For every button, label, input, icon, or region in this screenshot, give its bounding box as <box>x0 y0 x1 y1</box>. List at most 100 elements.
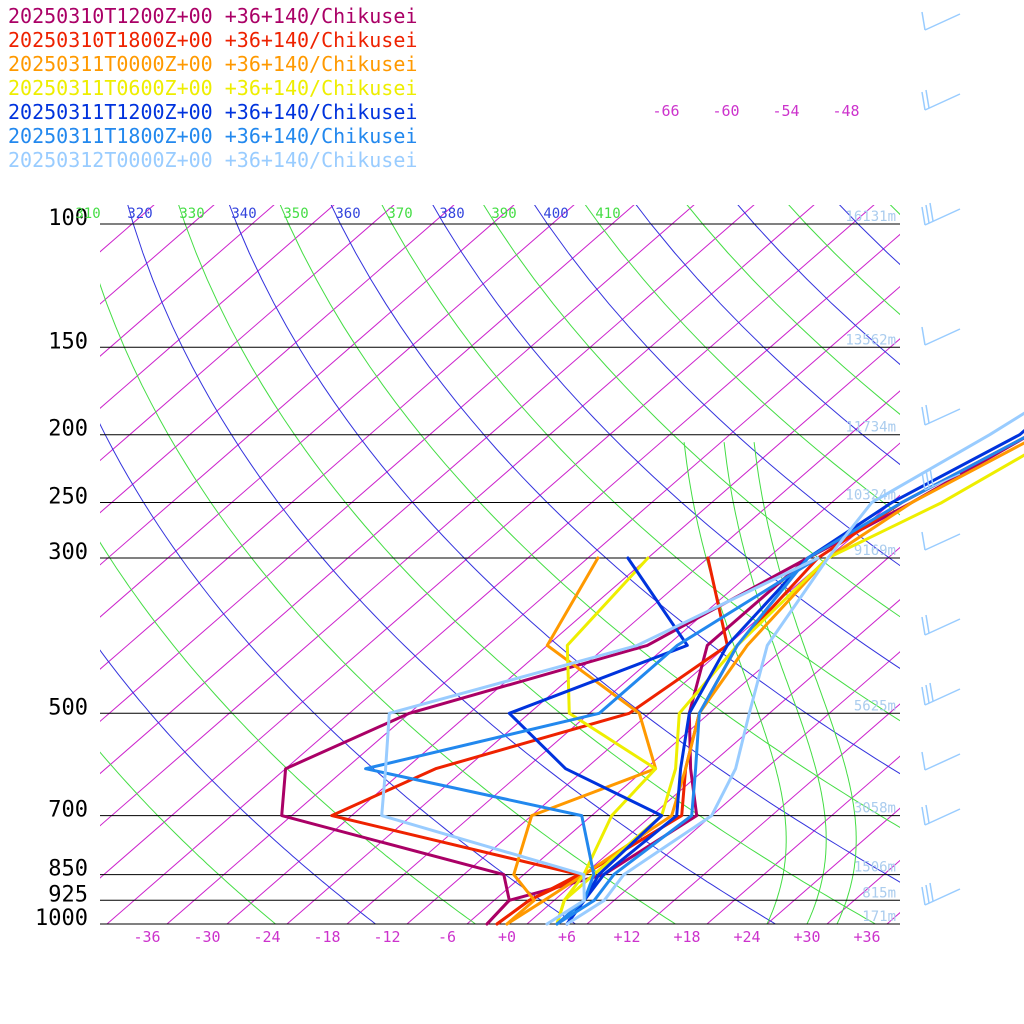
legend: 20250310T1200Z+00 +36+140/Chikusei 202503… <box>8 4 417 172</box>
theta-label: 340 <box>231 206 256 222</box>
wind-barb-staff <box>924 13 961 31</box>
wind-barb-flag <box>925 204 930 224</box>
theta-label: 380 <box>439 206 464 222</box>
temperature-tick-label: +30 <box>793 928 820 946</box>
wind-barb-staff <box>924 208 961 226</box>
wind-barb-icon <box>921 682 961 706</box>
temperature-tick-label: +36 <box>853 928 880 946</box>
wind-barb-flag <box>921 616 926 636</box>
wind-barb-flag <box>925 404 930 424</box>
wind-barb-staff <box>924 408 961 426</box>
theta-label: 330 <box>179 206 204 222</box>
pressure-label: 500 <box>48 695 88 720</box>
pressure-label: 925 <box>48 882 88 907</box>
dry-adiabat-line <box>100 649 377 924</box>
wind-barb-icon <box>921 467 961 491</box>
height-label: 171m <box>862 909 896 925</box>
temperature-tick-label: -12 <box>373 928 400 946</box>
upper-temperature-label: -66 <box>652 102 679 120</box>
dewpoint-profile-line <box>380 556 820 926</box>
temperature-tick-label: -18 <box>313 928 340 946</box>
temperature-tick-label: -36 <box>133 928 160 946</box>
wind-barb-flag <box>921 686 926 706</box>
dewpoint-profile-line <box>555 556 658 926</box>
wind-barb-staff <box>924 753 961 771</box>
dry-adiabat-lines <box>100 192 1024 939</box>
dry-adiabat-line <box>483 205 900 618</box>
wind-barb-flag <box>925 684 930 704</box>
wind-barb-flag <box>929 882 934 902</box>
legend-entry: 20250311T1800Z+00 +36+140/Chikusei <box>8 124 418 148</box>
temperature-tick-label: -6 <box>438 928 456 946</box>
temperature-tick-label: -24 <box>253 928 280 946</box>
height-label: 1506m <box>854 860 896 876</box>
height-label: 11734m <box>845 420 896 436</box>
wind-barb-icon <box>921 751 961 771</box>
temperature-tick-label: -30 <box>193 928 220 946</box>
wind-barb-flag <box>921 531 926 551</box>
pressure-label: 300 <box>48 540 88 565</box>
wind-barb-flag <box>925 614 930 634</box>
wind-barb-icon <box>921 89 961 111</box>
dry-adiabat-line <box>432 205 900 669</box>
wind-barb-flag <box>921 11 926 31</box>
dry-adiabat-line <box>928 192 1024 939</box>
wind-barb-flag <box>925 469 930 489</box>
height-label: 9169m <box>854 543 896 559</box>
dry-adiabat-line <box>686 205 900 415</box>
pressure-lines <box>100 223 900 925</box>
isotherm-line <box>706 755 900 924</box>
wind-barb-flag <box>921 91 926 111</box>
wind-barb-icon <box>921 614 961 636</box>
wind-barb-flag <box>921 326 926 346</box>
pressure-label: 1000 <box>35 906 88 931</box>
theta-label: 400 <box>543 206 568 222</box>
temperature-tick-label: +18 <box>673 928 700 946</box>
wind-barb-staff <box>924 888 961 906</box>
dewpoint-profile-line <box>364 556 820 926</box>
pressure-label: 200 <box>48 417 88 442</box>
upper-temperature-label: -60 <box>712 102 739 120</box>
temperature-tick-label: +0 <box>498 928 516 946</box>
moist-adiabat-line <box>723 442 827 924</box>
temperature-profile-line <box>565 428 1024 926</box>
height-label: 16131m <box>845 209 896 225</box>
isotherm-line <box>100 205 395 462</box>
isotherm-line <box>100 205 275 357</box>
temperature-tick-label: +12 <box>613 928 640 946</box>
theta-label: 390 <box>491 206 516 222</box>
wind-barb-flag <box>929 202 934 222</box>
wind-barb-flag <box>921 886 926 906</box>
dry-adiabat-line <box>100 541 477 924</box>
pressure-label: 700 <box>48 798 88 823</box>
wind-barb-staff <box>924 688 961 706</box>
wind-barb-staff <box>924 93 961 111</box>
upper-temperature-label: -48 <box>832 102 859 120</box>
theta-label: 410 <box>595 206 620 222</box>
wind-barb-flag <box>925 89 930 109</box>
wind-barb-staff <box>924 473 961 491</box>
moist-adiabat-line <box>683 442 787 924</box>
legend-entry: 20250311T0600Z+00 +36+140/Chikusei <box>8 76 418 100</box>
height-label: 815m <box>862 885 896 901</box>
wind-barb-icon <box>921 804 961 826</box>
wind-barb-flag <box>921 471 926 491</box>
profile-series <box>280 411 1024 926</box>
temperature-profile-line <box>485 436 1024 926</box>
isotherm-line <box>646 703 900 924</box>
wind-barb-flag <box>929 682 934 702</box>
wind-barb-staff <box>924 533 961 551</box>
dewpoint-profile-line <box>505 556 658 926</box>
dry-adiabat-line <box>737 205 900 366</box>
moist-adiabat-line <box>753 442 857 924</box>
moist-adiabat-lines <box>683 442 857 924</box>
legend-entry: 20250312T0000Z+00 +36+140/Chikusei <box>8 148 418 172</box>
wind-barb-staff <box>924 618 961 636</box>
height-label: 5625m <box>854 698 896 714</box>
height-label: 10324m <box>845 488 896 504</box>
upper-temperature-label: -54 <box>772 102 799 120</box>
wind-barb-icon <box>921 202 961 226</box>
dry-adiabat-line <box>100 423 577 924</box>
